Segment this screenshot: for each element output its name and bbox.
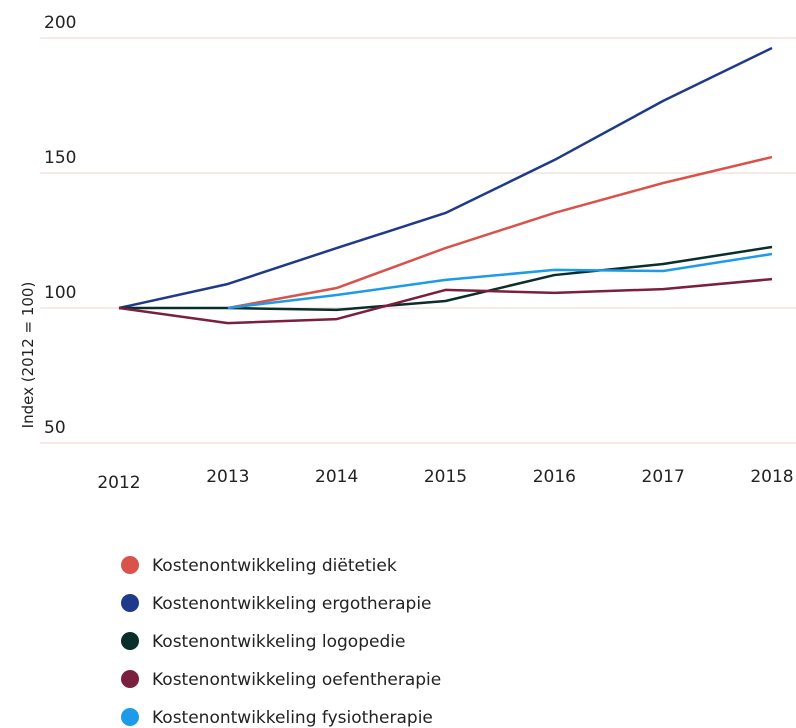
series-line [119, 245, 773, 312]
legend-marker [121, 556, 139, 574]
legend-label: Kostenontwikkeling diëtetiek [152, 556, 397, 576]
series-line [118, 277, 773, 325]
y-tick-label: 150 [44, 148, 76, 168]
y-axis-label: Index (2012 = 100) [19, 282, 37, 429]
x-tick-label: 2012 [97, 473, 140, 493]
legend-label: Kostenontwikkeling oefentherapie [152, 670, 441, 690]
y-tick-label: 200 [44, 13, 76, 33]
series-line [227, 252, 773, 310]
y-tick-label: 100 [44, 283, 76, 303]
legend-label: Kostenontwikkeling ergotherapie [152, 594, 432, 614]
legend-label: Kostenontwikkeling fysiotherapie [152, 708, 433, 728]
x-tick-label: 2017 [642, 467, 685, 487]
legend-marker [121, 594, 139, 612]
x-tick-label: 2018 [750, 467, 793, 487]
legend-marker [121, 632, 139, 650]
x-tick-label: 2015 [424, 467, 467, 487]
y-tick-label: 50 [44, 418, 66, 438]
series-line [118, 46, 773, 310]
x-tick-label: 2013 [206, 467, 249, 487]
legend-label: Kostenontwikkeling logopedie [152, 632, 405, 652]
legend-marker [121, 670, 139, 688]
series-line [227, 155, 773, 310]
x-tick-label: 2016 [533, 467, 576, 487]
x-tick-label: 2014 [315, 467, 358, 487]
legend-marker [121, 708, 139, 726]
